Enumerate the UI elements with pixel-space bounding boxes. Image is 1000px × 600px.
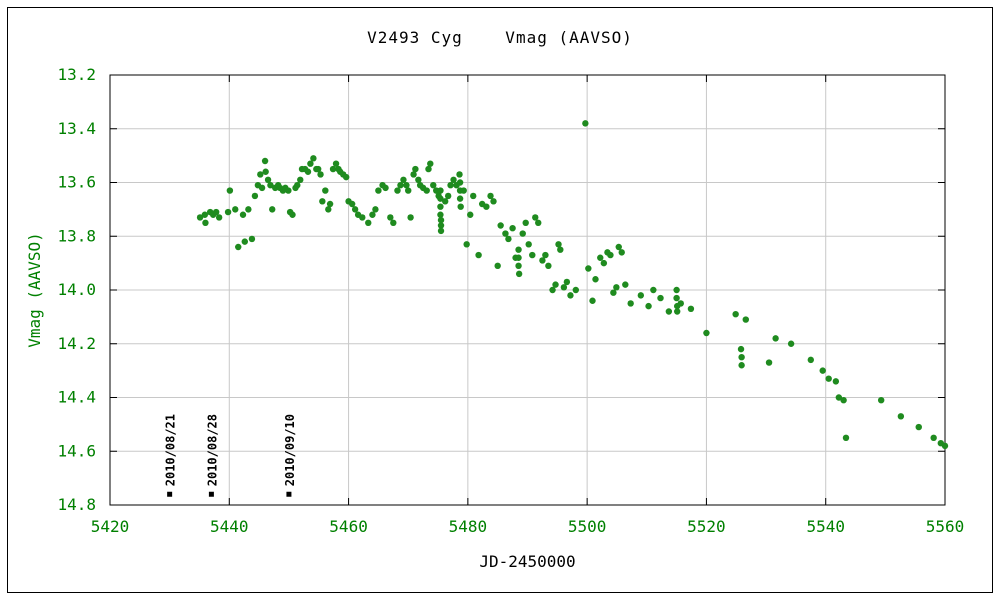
svg-text:5560: 5560 — [926, 517, 965, 536]
svg-text:13.8: 13.8 — [57, 226, 96, 245]
svg-text:5420: 5420 — [91, 517, 130, 536]
chart-title: V2493 Cyg Vmag (AAVSO) — [367, 28, 633, 47]
svg-text:5520: 5520 — [687, 517, 726, 536]
svg-text:14.0: 14.0 — [57, 280, 96, 299]
svg-text:5460: 5460 — [329, 517, 368, 536]
svg-text:2010/08/21: 2010/08/21 — [164, 414, 178, 486]
svg-text:5500: 5500 — [568, 517, 607, 536]
svg-text:5480: 5480 — [449, 517, 488, 536]
outer-frame — [7, 7, 993, 593]
svg-text:14.4: 14.4 — [57, 388, 96, 407]
svg-text:5440: 5440 — [210, 517, 249, 536]
svg-text:14.8: 14.8 — [57, 495, 96, 514]
svg-text:13.2: 13.2 — [57, 65, 96, 84]
svg-text:2010/08/28: 2010/08/28 — [205, 414, 219, 486]
svg-text:Vmag (AAVSO): Vmag (AAVSO) — [25, 232, 44, 348]
svg-text:14.6: 14.6 — [57, 441, 96, 460]
svg-text:2010/09/10: 2010/09/10 — [283, 414, 297, 486]
svg-text:14.2: 14.2 — [57, 334, 96, 353]
svg-text:5540: 5540 — [806, 517, 845, 536]
svg-text:13.4: 13.4 — [57, 119, 96, 138]
svg-text:JD-2450000: JD-2450000 — [479, 552, 575, 571]
svg-text:13.6: 13.6 — [57, 173, 96, 192]
